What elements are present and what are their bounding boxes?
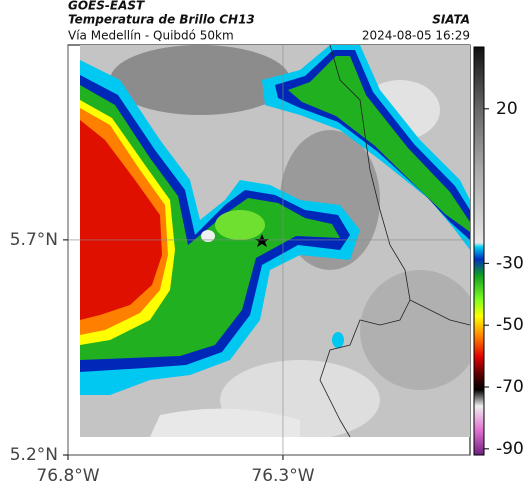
source: SIATA — [432, 13, 470, 27]
x-tick-label: 76.8°W — [36, 466, 99, 486]
x-tick-label: 76.3°W — [251, 466, 314, 486]
subtitle: Temperatura de Brillo CH13 — [68, 13, 255, 27]
borders — [319, 44, 471, 438]
colorbar-label: -70 — [496, 377, 524, 397]
location: Vía Medellín - Quibdó 50km — [68, 29, 234, 43]
y-tick-label: 5.2°N — [10, 445, 58, 465]
imagery — [80, 45, 470, 437]
y-tick-label: 5.7°N — [10, 230, 58, 250]
datetime: 2024-08-05 16:29 — [362, 29, 470, 43]
colorbar-label: -50 — [496, 315, 524, 335]
colorbar-label: -90 — [496, 439, 524, 459]
colorbar-label: 20 — [496, 99, 518, 119]
location-star — [255, 234, 269, 247]
title: GOES-EAST — [68, 0, 145, 13]
colorbar-label: -30 — [496, 253, 524, 273]
colorbar — [473, 46, 485, 456]
